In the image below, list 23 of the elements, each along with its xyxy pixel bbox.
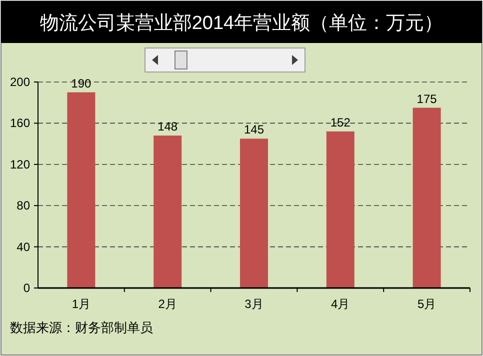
y-tick-label: 120 [10, 157, 30, 172]
data-label: 145 [244, 122, 264, 137]
bar [67, 92, 96, 288]
bar [240, 138, 268, 288]
x-tick-label: 5月 [417, 297, 436, 311]
data-label: 190 [71, 76, 92, 90]
data-label: 148 [158, 120, 178, 134]
y-tick-label: 160 [10, 116, 30, 130]
y-tick-label: 200 [10, 75, 30, 89]
x-tick-label: 1月 [72, 297, 91, 311]
bar [412, 108, 441, 288]
y-tick-label: 80 [16, 198, 30, 213]
x-tick-label: 2月 [158, 297, 177, 311]
source-note: 数据来源：财务部制单员 [10, 320, 153, 335]
y-tick-label: 0 [23, 281, 30, 295]
chart-title: 物流公司某营业部2014年营业额（单位：万元） [40, 12, 444, 34]
data-label: 175 [416, 92, 438, 106]
y-tick-label: 40 [16, 240, 30, 254]
x-tick-label: 3月 [244, 297, 264, 311]
bar [326, 131, 354, 288]
x-tick-label: 4月 [331, 297, 350, 311]
bar [154, 136, 182, 288]
data-label: 152 [330, 115, 351, 130]
